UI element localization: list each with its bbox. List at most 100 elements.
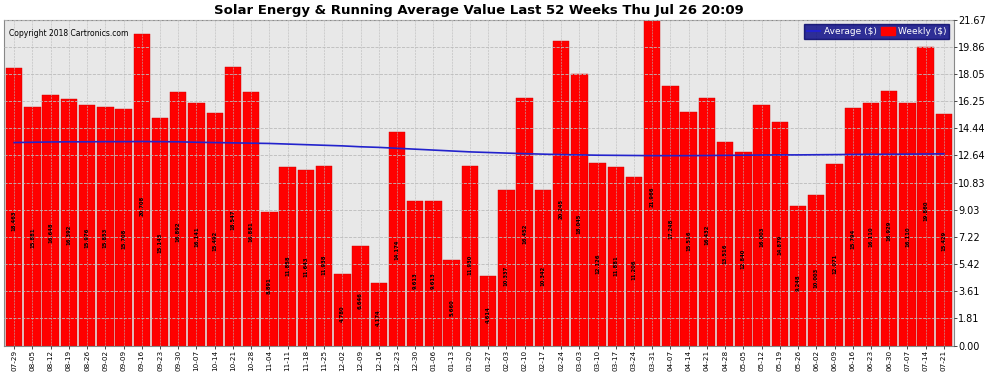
- Bar: [207, 112, 223, 345]
- Bar: [461, 166, 478, 345]
- Text: 11.643: 11.643: [303, 256, 308, 277]
- Text: 16.432: 16.432: [705, 224, 710, 245]
- Text: 10.003: 10.003: [814, 268, 819, 288]
- Bar: [279, 167, 296, 345]
- Bar: [79, 105, 95, 345]
- Text: 16.892: 16.892: [176, 221, 181, 242]
- Bar: [6, 68, 23, 345]
- Bar: [608, 167, 624, 345]
- Text: 15.429: 15.429: [941, 231, 946, 251]
- Bar: [918, 47, 934, 345]
- Bar: [844, 108, 861, 345]
- Bar: [225, 67, 242, 345]
- Text: 19.860: 19.860: [923, 201, 929, 221]
- Text: 4.174: 4.174: [376, 309, 381, 326]
- Bar: [881, 91, 897, 345]
- Text: 11.206: 11.206: [632, 260, 637, 280]
- Bar: [899, 104, 916, 345]
- Bar: [936, 114, 952, 345]
- Bar: [589, 163, 606, 345]
- Bar: [352, 246, 368, 345]
- Text: 20.708: 20.708: [140, 195, 145, 216]
- Text: 21.966: 21.966: [649, 187, 654, 207]
- Bar: [298, 171, 314, 345]
- Text: 18.547: 18.547: [231, 210, 236, 230]
- Text: 4.614: 4.614: [486, 306, 491, 323]
- Bar: [24, 107, 41, 345]
- Text: 12.071: 12.071: [832, 254, 837, 274]
- Text: 4.780: 4.780: [340, 305, 345, 321]
- Bar: [444, 261, 460, 345]
- Text: 8.891: 8.891: [267, 277, 272, 294]
- Bar: [151, 118, 168, 345]
- Text: 16.881: 16.881: [248, 221, 253, 242]
- Bar: [170, 92, 186, 345]
- Bar: [60, 99, 77, 345]
- Text: 15.881: 15.881: [30, 228, 35, 248]
- Bar: [97, 107, 114, 345]
- Text: 15.976: 15.976: [84, 227, 90, 248]
- Bar: [680, 112, 697, 345]
- Text: 15.853: 15.853: [103, 228, 108, 249]
- Text: 20.245: 20.245: [558, 198, 563, 219]
- Bar: [626, 177, 643, 345]
- Bar: [370, 283, 387, 345]
- Bar: [334, 274, 350, 345]
- Text: 16.929: 16.929: [887, 221, 892, 241]
- Text: 10.342: 10.342: [541, 266, 545, 286]
- Bar: [243, 92, 259, 345]
- Bar: [827, 164, 842, 345]
- Text: 14.174: 14.174: [394, 240, 400, 260]
- Bar: [480, 276, 496, 345]
- Text: 9.613: 9.613: [413, 272, 418, 289]
- Text: 12.840: 12.840: [741, 249, 745, 269]
- Bar: [662, 86, 679, 345]
- Bar: [261, 212, 277, 345]
- Text: 15.708: 15.708: [121, 229, 126, 249]
- Text: 15.143: 15.143: [157, 233, 162, 253]
- Bar: [699, 99, 715, 345]
- Bar: [644, 15, 660, 345]
- Bar: [571, 74, 587, 345]
- Bar: [736, 153, 751, 345]
- Text: 15.794: 15.794: [850, 228, 855, 249]
- Text: Copyright 2018 Cartronics.com: Copyright 2018 Cartronics.com: [9, 30, 129, 39]
- Text: 11.881: 11.881: [613, 255, 619, 276]
- Text: 16.392: 16.392: [66, 225, 71, 245]
- Bar: [498, 190, 515, 345]
- Bar: [188, 103, 205, 345]
- Bar: [717, 142, 734, 345]
- Legend: Average ($), Weekly ($): Average ($), Weekly ($): [804, 24, 949, 39]
- Text: 11.930: 11.930: [467, 255, 472, 275]
- Text: 11.938: 11.938: [322, 255, 327, 275]
- Text: 6.646: 6.646: [358, 292, 363, 309]
- Bar: [426, 201, 442, 345]
- Text: 12.126: 12.126: [595, 253, 600, 274]
- Bar: [790, 207, 806, 345]
- Text: 16.452: 16.452: [522, 224, 527, 245]
- Text: 17.248: 17.248: [668, 219, 673, 239]
- Bar: [753, 105, 770, 345]
- Bar: [407, 201, 424, 345]
- Text: 10.337: 10.337: [504, 266, 509, 286]
- Bar: [552, 41, 569, 345]
- Text: 15.492: 15.492: [212, 231, 217, 251]
- Bar: [116, 110, 132, 345]
- Text: 18.463: 18.463: [12, 210, 17, 231]
- Text: 18.045: 18.045: [577, 213, 582, 234]
- Bar: [134, 34, 150, 345]
- Text: 13.516: 13.516: [723, 244, 728, 264]
- Bar: [43, 95, 58, 345]
- Bar: [535, 190, 551, 345]
- Text: 5.660: 5.660: [449, 299, 454, 316]
- Bar: [517, 98, 533, 345]
- Bar: [808, 195, 825, 345]
- Text: 9.248: 9.248: [796, 274, 801, 291]
- Text: 9.613: 9.613: [431, 272, 436, 289]
- Title: Solar Energy & Running Average Value Last 52 Weeks Thu Jul 26 20:09: Solar Energy & Running Average Value Las…: [214, 4, 743, 17]
- Bar: [316, 166, 333, 345]
- Text: 14.879: 14.879: [777, 235, 782, 255]
- Text: 16.110: 16.110: [905, 226, 910, 247]
- Text: 16.110: 16.110: [868, 226, 873, 247]
- Text: 16.141: 16.141: [194, 226, 199, 247]
